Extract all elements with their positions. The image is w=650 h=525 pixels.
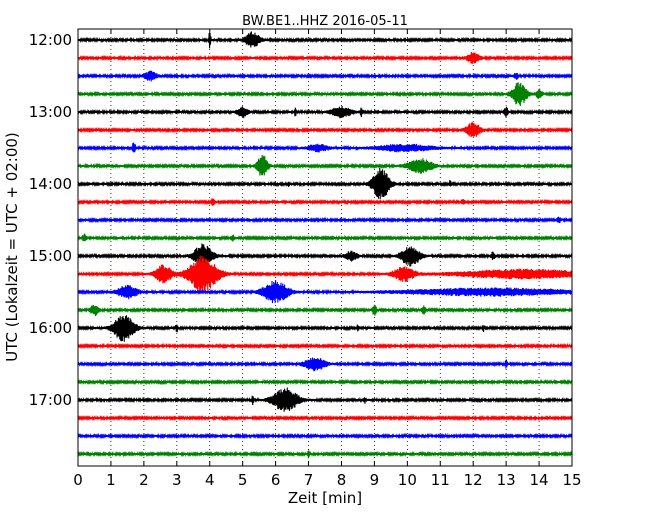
x-tick-label: 5 — [238, 471, 248, 489]
trace-line — [77, 255, 573, 293]
x-tick-label: 11 — [431, 471, 450, 489]
x-tick-label: 6 — [271, 471, 281, 489]
trace-line — [77, 243, 573, 268]
trace-line — [77, 216, 573, 224]
x-tick-label: 4 — [205, 471, 215, 489]
trace-line — [77, 279, 573, 304]
x-tick-label: 14 — [530, 471, 549, 489]
y-tick-label: 15:00 — [29, 247, 72, 265]
x-tick-label: 7 — [304, 471, 314, 489]
x-tick-label: 1 — [106, 471, 116, 489]
trace-line — [77, 51, 573, 64]
y-tick-label: 12:00 — [29, 31, 72, 49]
x-tick-label: 10 — [398, 471, 417, 489]
trace-group — [77, 31, 573, 459]
trace-line — [77, 378, 573, 386]
trace-line — [77, 450, 573, 459]
trace-line — [77, 70, 573, 82]
y-tick-label: 16:00 — [29, 319, 72, 337]
x-tick-label: 3 — [172, 471, 182, 489]
trace-line — [77, 315, 573, 342]
x-axis-label: Zeit [min] — [288, 489, 362, 507]
y-tick-label: 17:00 — [29, 391, 72, 409]
trace-line — [77, 154, 573, 176]
y-axis-label: UTC (Lokalzeit = UTC + 02:00) — [3, 132, 21, 362]
x-tick-label: 9 — [370, 471, 380, 489]
trace-line — [77, 342, 573, 350]
chart-title: BW.BE1..HHZ 2016-05-11 — [242, 14, 408, 29]
y-tick-label: 14:00 — [29, 175, 72, 193]
trace-line — [77, 82, 573, 107]
trace-line — [77, 105, 573, 119]
trace-line — [77, 304, 573, 317]
trace-line — [77, 198, 573, 206]
x-tick-label: 2 — [139, 471, 149, 489]
trace-line — [77, 432, 573, 440]
y-tick-label: 13:00 — [29, 103, 72, 121]
trace-line — [77, 387, 573, 412]
trace-line — [77, 122, 573, 138]
trace-line — [77, 142, 573, 153]
trace-line — [77, 168, 573, 200]
trace-line — [77, 233, 573, 242]
x-tick-label: 0 — [73, 471, 83, 489]
trace-line — [77, 414, 573, 422]
plot-frame — [77, 28, 573, 467]
grid-lines — [110, 29, 540, 466]
axis-ticks: 0 1 2 3 4 5 6 7 8 9 10 11 12 13 14 1512:0013:0014:0015:… — [29, 29, 582, 489]
x-tick-label: 13 — [497, 471, 516, 489]
trace-line — [77, 357, 573, 372]
x-tick-label: 15 — [562, 471, 581, 489]
trace-line — [77, 31, 573, 49]
x-tick-label: 8 — [337, 471, 347, 489]
x-tick-label: 12 — [464, 471, 483, 489]
